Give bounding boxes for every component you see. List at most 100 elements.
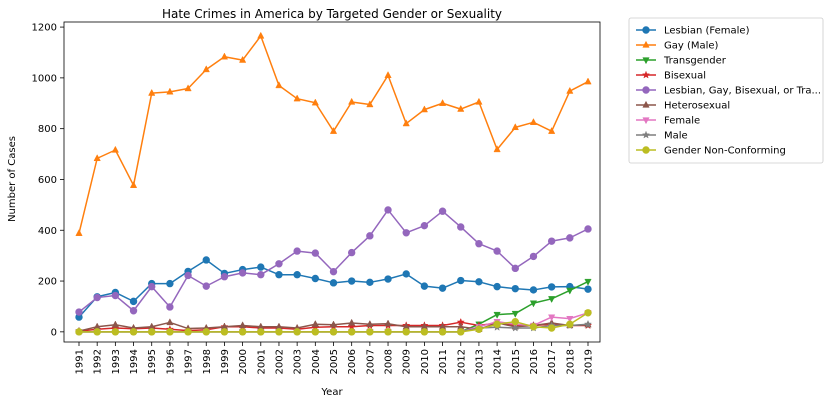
data-point xyxy=(238,55,247,63)
data-point xyxy=(202,328,210,336)
data-point xyxy=(257,263,265,271)
data-point xyxy=(111,320,119,328)
x-tick-label: 1998 xyxy=(202,349,213,374)
data-point xyxy=(438,328,447,336)
data-point xyxy=(384,71,392,78)
data-point xyxy=(366,320,374,327)
data-point xyxy=(293,270,301,279)
data-point xyxy=(347,277,356,285)
data-point xyxy=(366,278,374,287)
data-point xyxy=(275,81,283,89)
data-point xyxy=(257,31,265,39)
data-point xyxy=(148,282,156,291)
legend-item: Lesbian, Gay, Bisexual, or Tra... xyxy=(636,86,821,97)
data-point xyxy=(202,282,210,290)
series-group xyxy=(75,31,592,236)
legend-item: Heterosexual xyxy=(636,101,730,112)
data-point xyxy=(257,328,265,336)
data-point xyxy=(511,284,519,293)
data-point xyxy=(275,260,283,268)
y-tick-label: 600 xyxy=(38,175,57,186)
data-point xyxy=(311,98,319,106)
legend-box xyxy=(628,17,824,164)
data-point xyxy=(311,249,320,257)
data-point xyxy=(275,270,283,279)
data-point xyxy=(384,206,392,214)
data-point xyxy=(184,328,192,336)
legend-item: Male xyxy=(636,131,688,142)
y-tick-label: 1000 xyxy=(32,73,57,84)
data-point xyxy=(402,119,410,127)
data-point xyxy=(547,324,556,332)
data-point xyxy=(384,328,392,336)
legend-item: Bisexual xyxy=(636,71,706,82)
legend-marker xyxy=(641,130,651,139)
data-point xyxy=(566,287,574,295)
data-point xyxy=(475,278,483,286)
data-point xyxy=(529,118,538,125)
data-point xyxy=(184,84,192,92)
data-point xyxy=(583,319,593,328)
data-point xyxy=(475,240,483,248)
legend-label: Female xyxy=(664,116,700,127)
data-point xyxy=(584,225,592,233)
legend-label: Bisexual xyxy=(664,71,706,82)
chart-title: Hate Crimes in America by Targeted Gende… xyxy=(162,7,502,21)
y-tick-label: 0 xyxy=(51,327,57,338)
x-tick-label: 1997 xyxy=(184,349,195,374)
data-point xyxy=(420,105,429,113)
series-line xyxy=(78,209,589,313)
data-point xyxy=(402,328,410,336)
data-point xyxy=(166,279,174,288)
data-point xyxy=(457,328,465,336)
legend-marker xyxy=(642,100,650,108)
data-point xyxy=(129,307,138,315)
legend-item: Female xyxy=(636,116,700,127)
data-point xyxy=(511,123,519,131)
plot-area: 0 200 400 600 800 1000 1200 1991 1992 1993 1994 199… xyxy=(32,21,601,374)
data-point xyxy=(566,86,574,94)
x-tick-label: 1991 xyxy=(75,349,86,374)
data-point xyxy=(238,328,247,336)
data-point xyxy=(311,274,320,283)
legend-label: Gender Non-Conforming xyxy=(664,146,786,157)
legend: Lesbian (Female) Gay (Male) Transgender Bis… xyxy=(628,17,824,164)
x-tick-label: 2010 xyxy=(420,349,431,374)
data-point xyxy=(329,279,338,287)
data-point xyxy=(584,278,592,286)
data-point xyxy=(438,284,447,292)
x-tick-label: 2001 xyxy=(256,349,267,374)
data-point xyxy=(238,321,247,329)
data-point xyxy=(166,303,174,311)
data-point xyxy=(257,270,265,279)
data-point xyxy=(347,328,356,336)
data-point xyxy=(366,232,374,240)
data-point xyxy=(475,97,483,105)
x-tick-label: 2004 xyxy=(311,349,322,374)
data-point xyxy=(384,275,392,283)
x-tick-label: 2003 xyxy=(293,349,304,374)
legend-marker xyxy=(642,57,650,65)
data-point xyxy=(293,94,301,102)
legend-marker xyxy=(642,117,650,125)
y-tick-label: 1200 xyxy=(32,23,57,34)
data-point xyxy=(366,100,374,108)
x-tick-label: 2018 xyxy=(565,349,576,374)
data-point xyxy=(511,310,519,318)
x-tick-label: 2011 xyxy=(438,349,449,374)
series-group xyxy=(75,206,592,316)
data-point xyxy=(547,283,556,291)
data-point xyxy=(384,319,392,327)
series-group xyxy=(75,309,592,336)
data-point xyxy=(293,247,301,255)
data-point xyxy=(402,270,410,278)
data-point xyxy=(129,297,138,306)
y-tick-label: 200 xyxy=(38,277,57,288)
data-point xyxy=(529,323,538,331)
x-tick-label: 1995 xyxy=(147,349,158,374)
x-tick-label: 2016 xyxy=(529,349,540,374)
data-point xyxy=(329,267,338,276)
data-point xyxy=(93,328,101,336)
x-tick-label: 2002 xyxy=(274,349,285,374)
data-point xyxy=(566,234,574,242)
